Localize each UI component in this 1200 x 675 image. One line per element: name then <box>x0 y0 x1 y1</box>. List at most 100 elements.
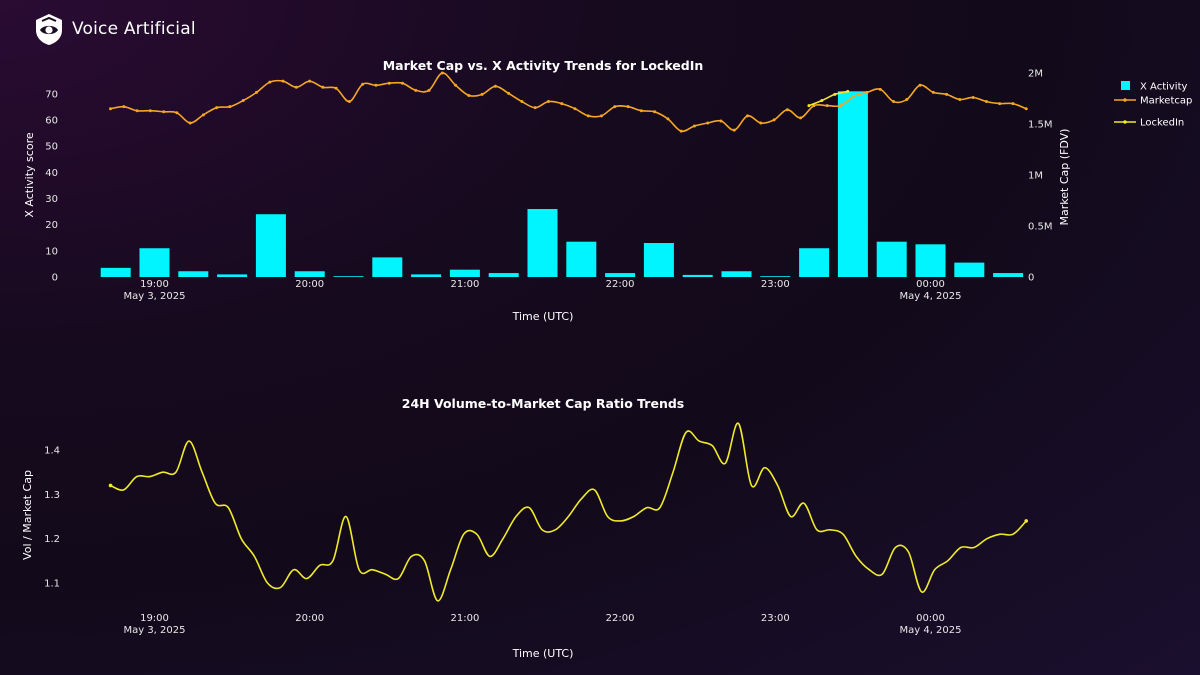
y-tick-label: 10 <box>45 246 58 257</box>
activity-bar <box>643 243 674 277</box>
x-tick-label: 19:00 <box>140 279 169 290</box>
legend-swatch-x-activity <box>1121 81 1130 90</box>
x-tick-label: 22:00 <box>606 613 635 624</box>
x-tick-sublabel: May 4, 2025 <box>899 291 961 302</box>
legend-label-lockedin: LockedIn <box>1140 118 1184 129</box>
activity-bar <box>139 248 170 277</box>
marketcap-point <box>493 84 497 88</box>
activity-bar <box>993 273 1024 277</box>
activity-bar <box>294 271 325 277</box>
marketcap-point <box>613 105 617 109</box>
y2-tick-label: 1M <box>1028 171 1043 182</box>
ratio-endpoint <box>1024 519 1029 523</box>
y-tick-label: 60 <box>45 116 58 127</box>
y-tick-label: 30 <box>45 194 58 205</box>
marketcap-point <box>467 93 471 97</box>
marketcap-point <box>931 90 935 94</box>
marketcap-point <box>427 88 431 92</box>
marketcap-point <box>201 113 205 117</box>
marketcap-point <box>268 80 272 84</box>
y2-tick-label: 0.5M <box>1028 222 1053 233</box>
marketcap-point <box>639 109 643 113</box>
activity-bar <box>799 248 830 277</box>
lockedin-point <box>833 92 837 96</box>
marketcap-point <box>294 85 298 89</box>
marketcap-point <box>759 121 763 125</box>
x-tick-label: 22:00 <box>606 279 635 290</box>
legend-marker-marketcap <box>1123 98 1127 102</box>
marketcap-point <box>135 109 139 113</box>
marketcap-point <box>653 110 657 114</box>
chart-title: 24H Volume-to-Market Cap Ratio Trends <box>402 396 684 411</box>
marketcap-point <box>1024 107 1028 111</box>
marketcap-point <box>321 85 325 89</box>
activity-bar <box>178 271 209 277</box>
y-tick-label: 1.2 <box>44 534 60 545</box>
legend-label-marketcap: Marketcap <box>1140 96 1192 107</box>
marketcap-point <box>347 100 351 104</box>
marketcap-point <box>188 121 192 125</box>
activity-bar <box>915 244 946 277</box>
marketcap-point <box>387 81 391 85</box>
activity-bar <box>721 271 752 277</box>
x-tick-label: 00:00 <box>916 279 945 290</box>
marketcap-point <box>215 106 219 110</box>
marketcap-point <box>865 90 869 94</box>
marketcap-point <box>799 116 803 120</box>
marketcap-point <box>626 105 630 109</box>
x-tick-label: 20:00 <box>295 613 324 624</box>
marketcap-point <box>666 117 670 121</box>
y-tick-label: 0 <box>52 273 58 284</box>
x-tick-label: 23:00 <box>761 613 790 624</box>
y-axis-title: X Activity score <box>23 132 36 217</box>
x-axis-title: Time (UTC) <box>512 310 574 323</box>
marketcap-line <box>110 72 1027 133</box>
x-tick-label: 21:00 <box>450 613 479 624</box>
y-tick-label: 1.4 <box>44 446 60 457</box>
marketcap-point <box>308 79 312 83</box>
marketcap-point <box>507 91 511 95</box>
y2-axis-title: Market Cap (FDV) <box>1058 129 1071 226</box>
activity-bar <box>217 274 248 277</box>
marketcap-point <box>772 118 776 122</box>
marketcap-point <box>679 129 683 133</box>
marketcap-point <box>732 128 736 132</box>
lockedin-line <box>808 90 848 107</box>
chart-legend: X Activity Marketcap LockedIn <box>1114 81 1192 129</box>
marketcap-point <box>692 124 696 128</box>
activity-bar <box>488 273 519 277</box>
marketcap-point <box>984 100 988 104</box>
marketcap-point <box>945 92 949 96</box>
marketcap-point <box>454 83 458 87</box>
marketcap-point <box>533 106 537 110</box>
marketcap-point <box>573 107 577 111</box>
marketcap-point <box>998 102 1002 106</box>
marketcap-point <box>1011 102 1015 106</box>
marketcap-point <box>414 88 418 92</box>
marketcap-point <box>586 114 590 118</box>
x-tick-label: 21:00 <box>450 279 479 290</box>
ratio-endpoint <box>108 483 113 488</box>
marketcap-point <box>480 92 484 96</box>
x-tick-label: 23:00 <box>761 279 790 290</box>
y2-tick-label: 0 <box>1028 273 1034 284</box>
activity-bar <box>411 274 442 277</box>
marketcap-point <box>746 114 750 118</box>
marketcap-point <box>825 104 829 108</box>
marketcap-point <box>560 102 564 106</box>
lockedin-point <box>846 89 850 93</box>
marketcap-point <box>440 71 444 75</box>
marketcap-point <box>838 104 842 108</box>
x-tick-label: 20:00 <box>295 279 324 290</box>
x-tick-sublabel: May 3, 2025 <box>123 291 185 302</box>
y-tick-label: 1.1 <box>44 579 60 590</box>
activity-bar <box>837 91 868 277</box>
marketcap-point <box>918 83 922 87</box>
marketcap-point <box>228 105 232 109</box>
marketcap-point <box>162 110 166 114</box>
x-tick-label: 19:00 <box>140 613 169 624</box>
activity-bar <box>954 262 985 277</box>
marketcap-point <box>892 100 896 104</box>
y-tick-label: 1.3 <box>44 490 60 501</box>
brand-name: Voice Artificial <box>72 19 196 39</box>
